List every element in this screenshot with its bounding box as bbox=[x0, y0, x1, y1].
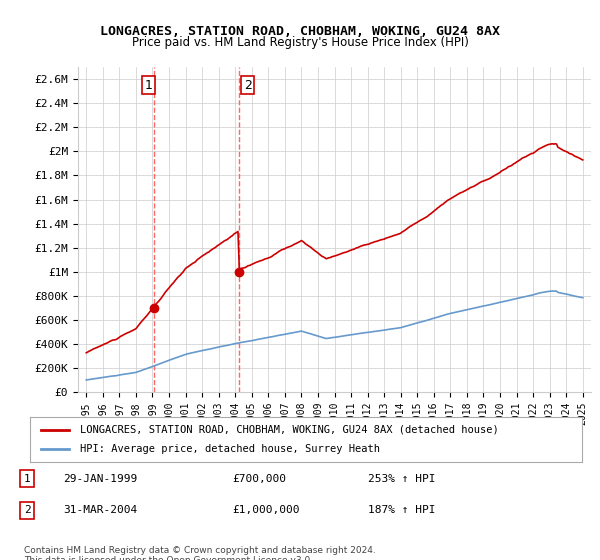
Text: 1: 1 bbox=[145, 79, 153, 92]
Text: £1,000,000: £1,000,000 bbox=[232, 505, 300, 515]
Text: 2: 2 bbox=[244, 79, 251, 92]
Text: 1: 1 bbox=[23, 474, 31, 484]
Text: Price paid vs. HM Land Registry's House Price Index (HPI): Price paid vs. HM Land Registry's House … bbox=[131, 36, 469, 49]
Text: £700,000: £700,000 bbox=[232, 474, 286, 484]
Text: 253% ↑ HPI: 253% ↑ HPI bbox=[368, 474, 435, 484]
Text: 31-MAR-2004: 31-MAR-2004 bbox=[63, 505, 137, 515]
Text: Contains HM Land Registry data © Crown copyright and database right 2024.
This d: Contains HM Land Registry data © Crown c… bbox=[24, 546, 376, 560]
Text: HPI: Average price, detached house, Surrey Heath: HPI: Average price, detached house, Surr… bbox=[80, 445, 380, 455]
Text: 29-JAN-1999: 29-JAN-1999 bbox=[63, 474, 137, 484]
Text: 2: 2 bbox=[23, 505, 31, 515]
Text: 187% ↑ HPI: 187% ↑ HPI bbox=[368, 505, 435, 515]
Text: LONGACRES, STATION ROAD, CHOBHAM, WOKING, GU24 8AX: LONGACRES, STATION ROAD, CHOBHAM, WOKING… bbox=[100, 25, 500, 38]
Text: LONGACRES, STATION ROAD, CHOBHAM, WOKING, GU24 8AX (detached house): LONGACRES, STATION ROAD, CHOBHAM, WOKING… bbox=[80, 424, 499, 435]
